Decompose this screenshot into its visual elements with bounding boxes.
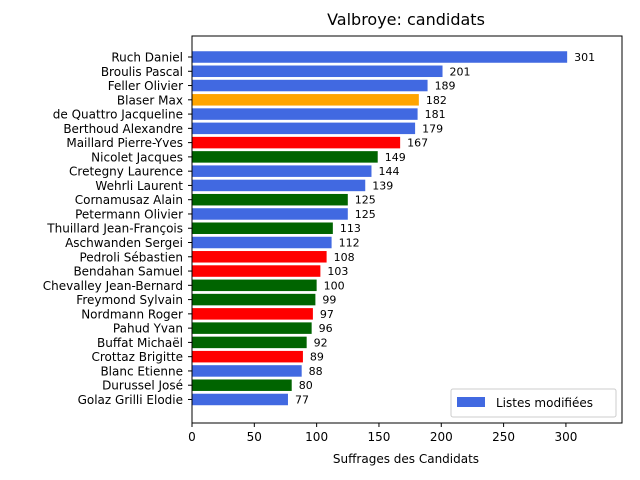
bar bbox=[192, 193, 348, 206]
plot-frame bbox=[191, 35, 623, 424]
x-tick-label: 50 bbox=[247, 430, 262, 444]
bar bbox=[192, 336, 307, 349]
x-axis-label: Suffrages des Candidats bbox=[333, 452, 479, 466]
y-tick-label: Blaser Max bbox=[117, 93, 183, 107]
bar-value-label: 99 bbox=[322, 294, 336, 307]
bar bbox=[192, 322, 312, 334]
x-tick-label: 150 bbox=[368, 430, 391, 444]
legend-label: Listes modifiées bbox=[496, 396, 593, 410]
bar bbox=[192, 379, 292, 391]
bar bbox=[192, 65, 443, 78]
bar-value-label: 77 bbox=[295, 393, 309, 406]
y-tick-label: Nordmann Roger bbox=[81, 307, 183, 321]
bar-value-label: 89 bbox=[310, 351, 324, 364]
bar bbox=[192, 122, 416, 135]
x-tick-label: 250 bbox=[492, 430, 515, 444]
bar-value-label: 100 bbox=[324, 279, 345, 292]
y-tick-label: Bendahan Samuel bbox=[73, 265, 183, 279]
y-tick-label: de Quattro Jacqueline bbox=[53, 108, 183, 122]
y-tick-label: Blanc Etienne bbox=[100, 364, 183, 378]
bar bbox=[192, 222, 333, 234]
bar bbox=[192, 165, 372, 177]
y-tick-label: Ruch Daniel bbox=[111, 51, 183, 65]
bar-value-label: 139 bbox=[372, 179, 393, 192]
bar-value-label: 182 bbox=[426, 94, 447, 107]
bar-value-label: 167 bbox=[407, 137, 428, 150]
y-tick-label: Broulis Pascal bbox=[101, 65, 183, 79]
bar bbox=[192, 136, 401, 149]
bar bbox=[192, 265, 321, 277]
bar bbox=[192, 79, 428, 92]
bar-value-label: 179 bbox=[422, 122, 443, 135]
bar-value-label: 144 bbox=[378, 165, 399, 178]
y-tick-label: Feller Olivier bbox=[108, 79, 183, 93]
bar bbox=[192, 279, 317, 292]
bar bbox=[192, 393, 288, 406]
bar bbox=[192, 179, 366, 192]
y-tick-label: Nicolet Jacques bbox=[91, 150, 183, 164]
y-tick-label: Golaz Grilli Elodie bbox=[78, 393, 183, 407]
chart-title: Valbroye: candidats bbox=[327, 10, 485, 29]
bar-value-label: 108 bbox=[334, 251, 355, 264]
bar-value-label: 149 bbox=[385, 151, 406, 164]
bar-value-label: 113 bbox=[340, 222, 361, 235]
y-tick-label: Buffat Michaël bbox=[97, 336, 183, 350]
bar bbox=[192, 293, 316, 306]
x-ticks: 0 50 100 150 200 250 300 bbox=[188, 423, 577, 444]
bars-group: 3012011891821811791671491441391251251131… bbox=[192, 51, 595, 406]
bar-value-label: 181 bbox=[425, 108, 446, 121]
legend: Listes modifiées bbox=[450, 388, 617, 418]
bar bbox=[192, 365, 302, 377]
y-tick-label: Pahud Yvan bbox=[113, 322, 183, 336]
y-tick-label: Berthoud Alexandre bbox=[63, 122, 183, 136]
bar bbox=[192, 308, 313, 320]
y-tick-label: Maillard Pierre-Yves bbox=[66, 136, 183, 150]
legend-swatch bbox=[457, 397, 485, 407]
y-tick-label: Aschwanden Sergei bbox=[65, 236, 183, 250]
bar bbox=[192, 236, 332, 249]
bar-value-label: 125 bbox=[355, 194, 376, 207]
bar-value-label: 301 bbox=[574, 51, 595, 64]
x-tick-label: 0 bbox=[188, 430, 196, 444]
y-tick-label: Durussel José bbox=[102, 379, 183, 393]
bar-value-label: 103 bbox=[327, 265, 348, 278]
x-tick-label: 300 bbox=[554, 430, 577, 444]
bar bbox=[192, 251, 327, 263]
y-tick-label: Cretegny Laurence bbox=[69, 165, 183, 179]
y-tick-label: Petermann Olivier bbox=[75, 207, 183, 221]
y-tick-label: Wehrli Laurent bbox=[95, 179, 183, 193]
y-tick-label: Pedroli Sébastien bbox=[79, 250, 183, 264]
x-tick-label: 200 bbox=[430, 430, 453, 444]
bar bbox=[192, 108, 418, 120]
bar bbox=[192, 51, 568, 63]
y-tick-label: Crottaz Brigitte bbox=[91, 350, 183, 364]
y-tick-label: Freymond Sylvain bbox=[76, 293, 183, 307]
x-tick-label: 100 bbox=[305, 430, 328, 444]
bar-value-label: 88 bbox=[309, 365, 323, 378]
bar-value-label: 189 bbox=[435, 80, 456, 93]
y-tick-label: Cornamusaz Alain bbox=[75, 193, 183, 207]
bar-value-label: 92 bbox=[314, 336, 328, 349]
legend-box bbox=[450, 388, 617, 418]
bar bbox=[192, 208, 348, 220]
y-tick-label: Thuillard Jean-François bbox=[46, 222, 183, 236]
bar bbox=[192, 94, 419, 106]
bar bbox=[192, 350, 303, 363]
bar-value-label: 96 bbox=[319, 322, 333, 335]
bar-value-label: 80 bbox=[299, 379, 313, 392]
bar-value-label: 112 bbox=[339, 237, 360, 250]
bar bbox=[192, 151, 378, 163]
y-tick-label: Chevalley Jean-Bernard bbox=[43, 279, 183, 293]
bar-value-label: 201 bbox=[450, 65, 471, 78]
bar-value-label: 97 bbox=[320, 308, 334, 321]
bar-value-label: 125 bbox=[355, 208, 376, 221]
